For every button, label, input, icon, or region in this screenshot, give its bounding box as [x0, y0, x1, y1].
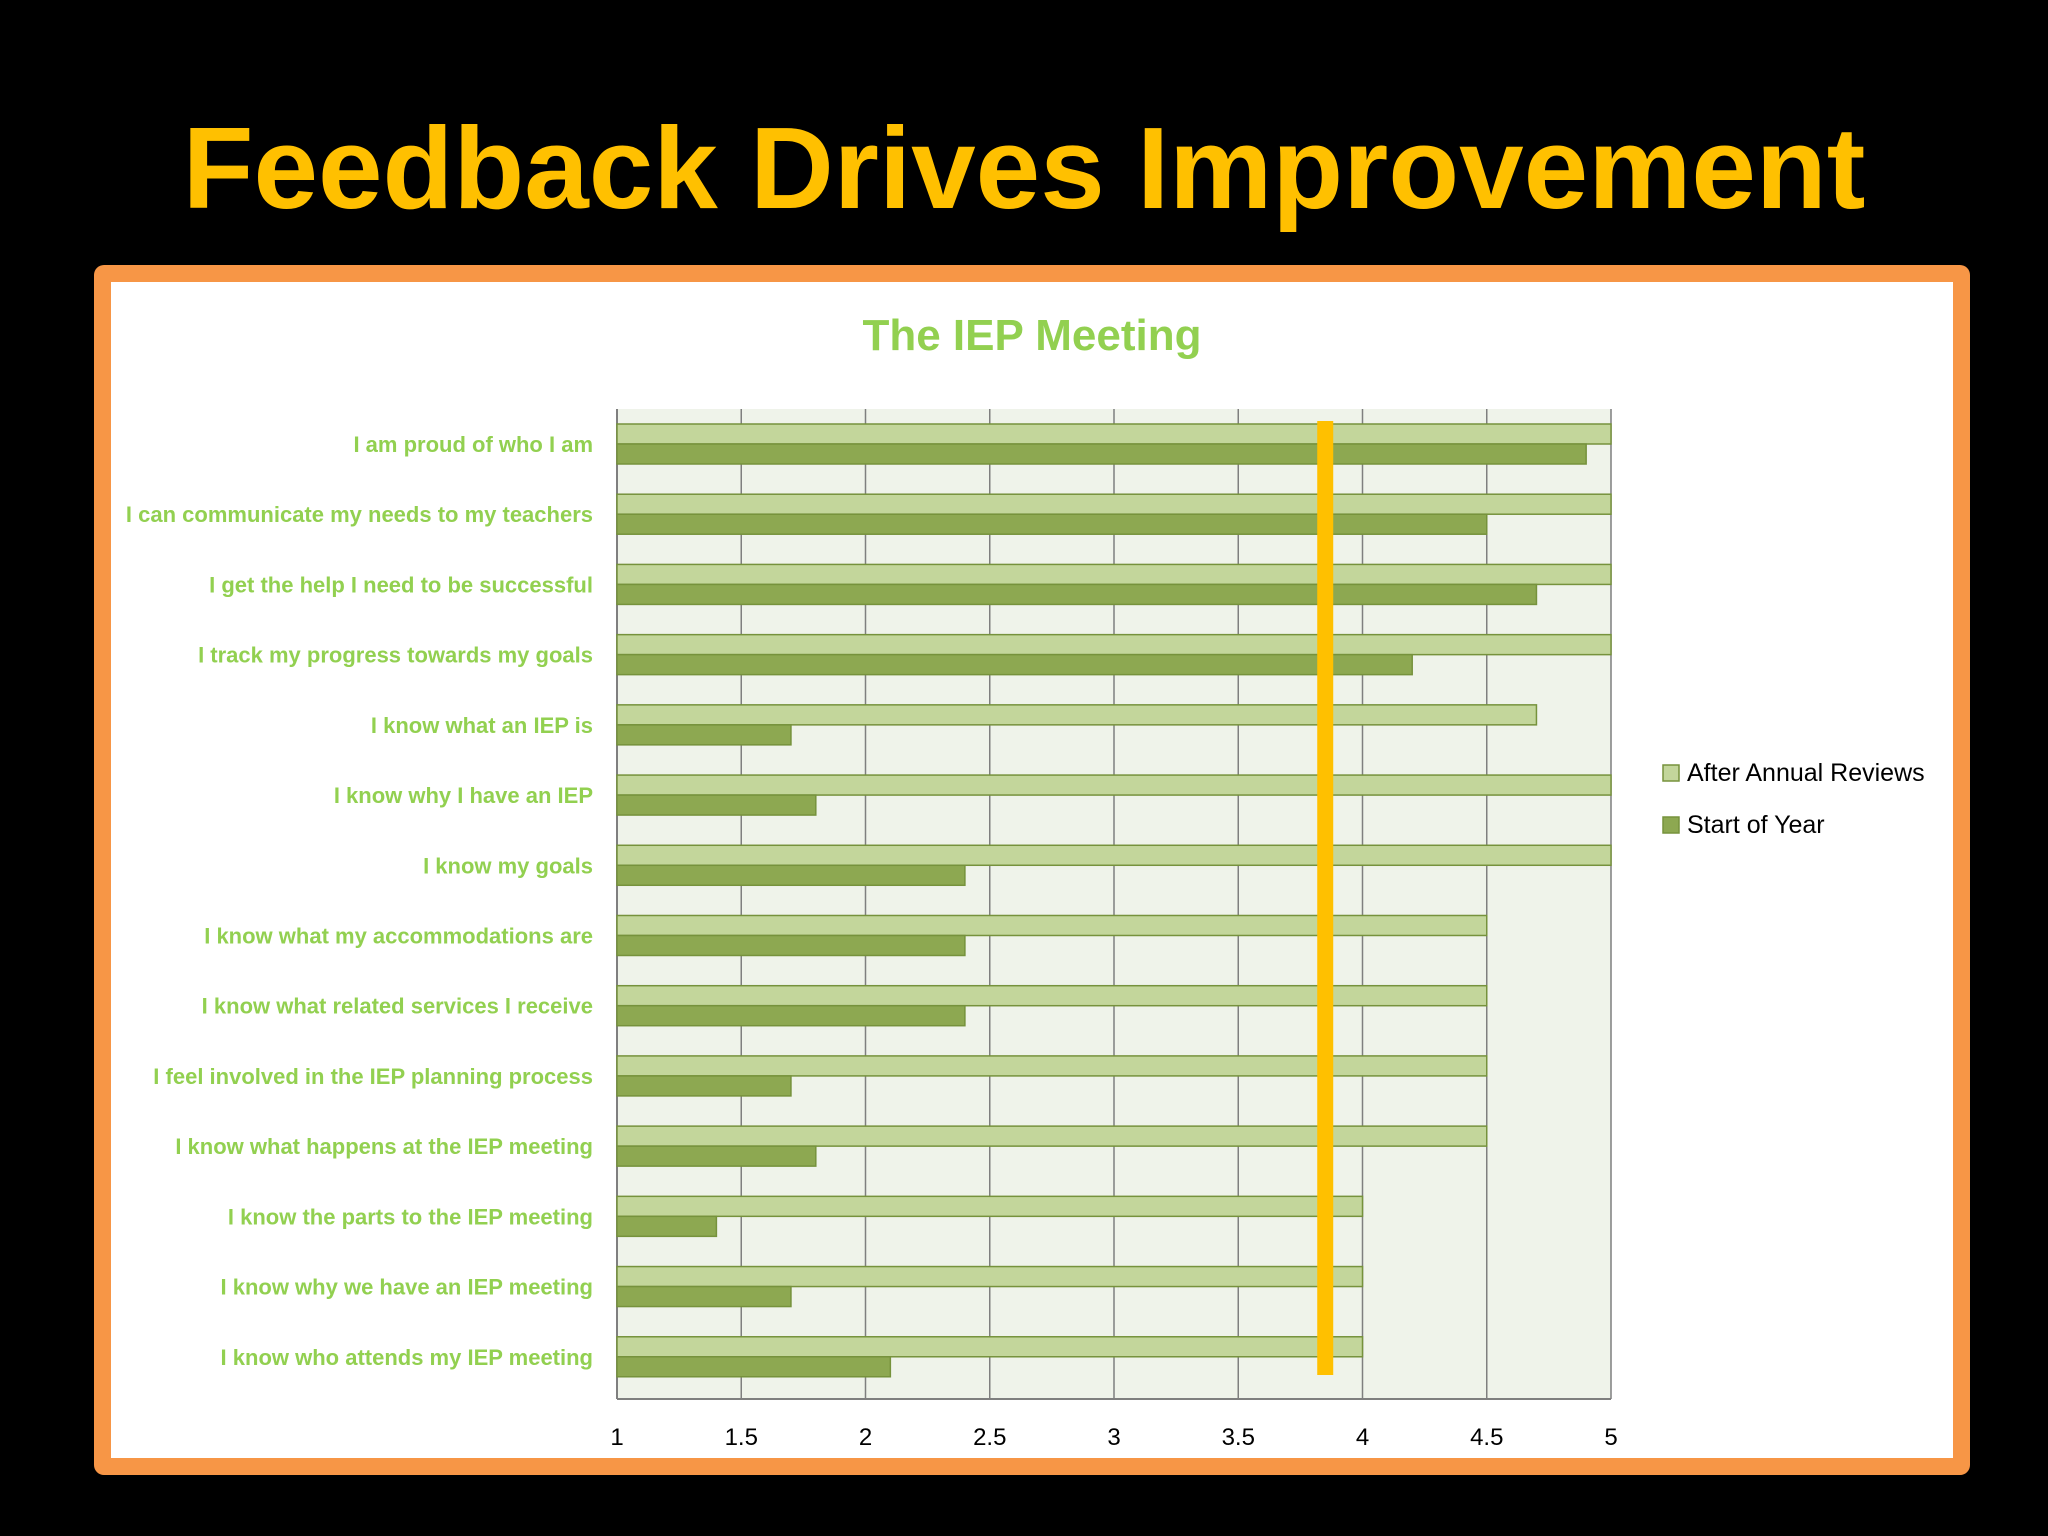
x-tick-label: 2.5 — [973, 1424, 1006, 1451]
x-tick-label: 4.5 — [1470, 1424, 1503, 1451]
x-tick-label: 1.5 — [725, 1424, 758, 1451]
bar-start-of-year — [616, 1145, 817, 1167]
category-label: I know why we have an IEP meeting — [221, 1275, 594, 1300]
bar-after-annual-reviews — [616, 1265, 1364, 1288]
category-label: I am proud of who I am — [353, 432, 593, 457]
x-tick-label: 2 — [859, 1424, 872, 1451]
legend-swatch — [1662, 816, 1680, 834]
legend-label: After Annual Reviews — [1687, 759, 1925, 787]
bar-start-of-year — [616, 794, 817, 816]
bar-start-of-year — [616, 1215, 718, 1238]
category-label: I know what happens at the IEP meeting — [175, 1134, 593, 1159]
chart: The IEP Meeting I am proud of who I am I c… — [126, 311, 1925, 1451]
bar-after-annual-reviews — [616, 914, 1488, 937]
bar-after-annual-reviews — [616, 774, 1612, 796]
bar-start-of-year — [616, 653, 1413, 676]
bar-after-annual-reviews — [616, 844, 1612, 867]
bar-start-of-year — [616, 1075, 792, 1097]
bar-after-annual-reviews — [616, 1195, 1364, 1218]
category-label: I know my goals — [423, 853, 593, 878]
bar-after-annual-reviews — [616, 984, 1488, 1007]
bar-after-annual-reviews — [616, 423, 1612, 445]
chart-frame: The IEP Meeting I am proud of who I am I c… — [94, 265, 1970, 1475]
category-label: I feel involved in the IEP planning proc… — [153, 1064, 593, 1089]
slide-title: Feedback Drives Improvement — [182, 103, 1866, 233]
bar-after-annual-reviews — [616, 1055, 1488, 1077]
bar-start-of-year — [616, 513, 1488, 535]
bar-after-annual-reviews — [616, 1125, 1488, 1147]
bar-start-of-year — [616, 724, 792, 746]
bar-start-of-year — [616, 864, 966, 887]
category-label: I know the parts to the IEP meeting — [228, 1204, 593, 1229]
x-tick-label: 4 — [1356, 1424, 1369, 1451]
category-label: I get the help I need to be successful — [209, 572, 593, 597]
bar-after-annual-reviews — [616, 704, 1538, 726]
legend-label: Start of Year — [1687, 811, 1825, 839]
bar-start-of-year — [616, 1285, 792, 1308]
bar-after-annual-reviews — [616, 1336, 1364, 1358]
category-label: I know who attends my IEP meeting — [221, 1345, 593, 1370]
x-tick-label: 3 — [1107, 1424, 1120, 1451]
bar-start-of-year — [616, 1356, 892, 1378]
bar-start-of-year — [616, 1004, 966, 1027]
x-tick-label: 1 — [610, 1424, 623, 1451]
bar-start-of-year — [616, 443, 1587, 465]
x-tick-label: 3.5 — [1222, 1424, 1255, 1451]
bar-after-annual-reviews — [616, 563, 1612, 586]
category-label: I track my progress towards my goals — [198, 643, 593, 668]
bar-start-of-year — [616, 583, 1538, 606]
bar-start-of-year — [616, 934, 966, 957]
category-label: I can communicate my needs to my teacher… — [126, 502, 593, 527]
bar-after-annual-reviews — [616, 633, 1612, 656]
legend-swatch — [1662, 764, 1680, 782]
category-label: I know what an IEP is — [371, 713, 593, 738]
category-label: I know what my accommodations are — [204, 923, 593, 948]
bar-after-annual-reviews — [616, 493, 1612, 515]
x-tick-label: 5 — [1604, 1424, 1617, 1451]
category-label: I know why I have an IEP — [334, 783, 593, 808]
chart-title: The IEP Meeting — [862, 311, 1201, 360]
category-label: I know what related services I receive — [202, 994, 593, 1019]
